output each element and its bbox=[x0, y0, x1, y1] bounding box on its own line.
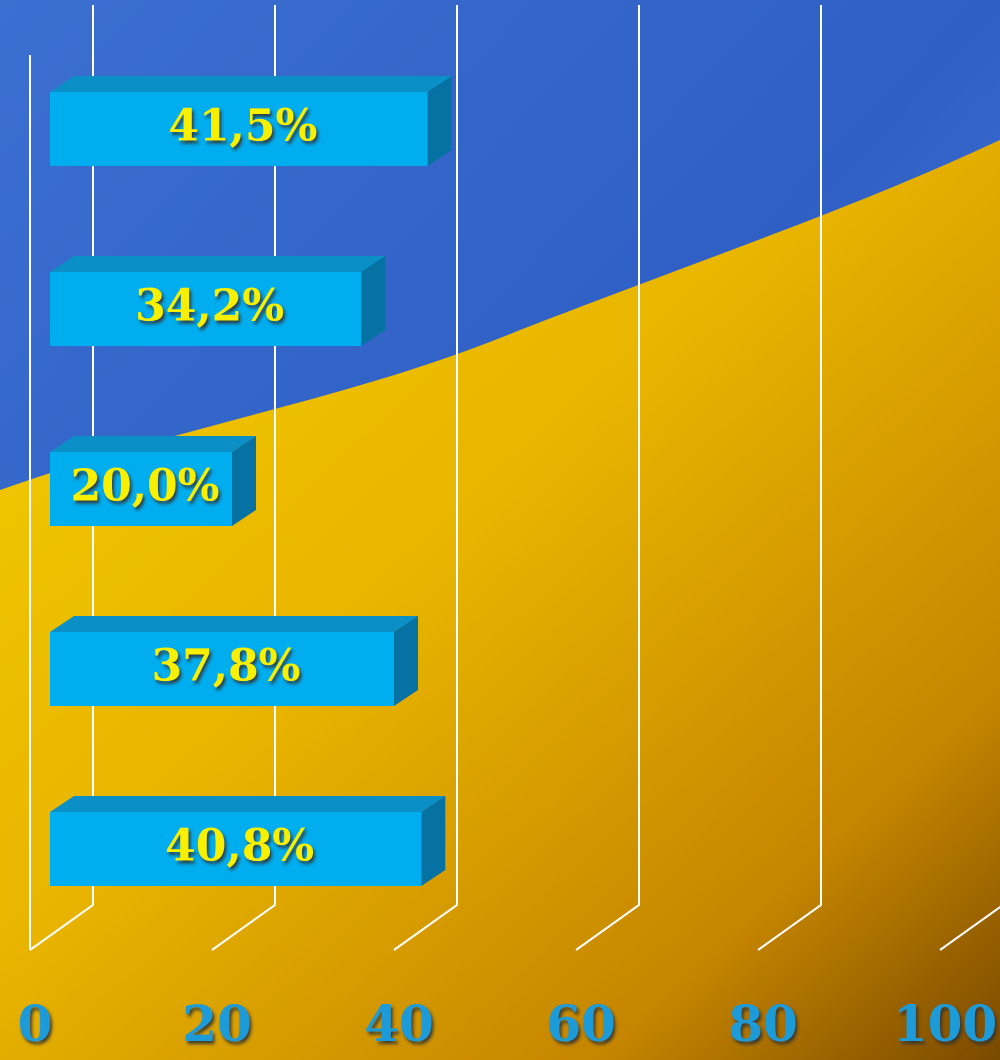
bar-top bbox=[50, 796, 445, 812]
value-label: 20,0% bbox=[71, 461, 220, 512]
x-tick-label: 100 bbox=[893, 994, 997, 1053]
bar-top bbox=[50, 256, 385, 272]
value-label: 34,2% bbox=[135, 281, 284, 332]
value-label: 41,5% bbox=[168, 101, 317, 152]
chart: 41,5% 34,2% 20,0% 37,8% 40,8% 0 20 40 60 80 100 bbox=[0, 0, 1000, 1060]
value-label: 40,8% bbox=[165, 821, 314, 872]
bar-top bbox=[50, 436, 256, 452]
x-tick-label: 0 bbox=[18, 994, 53, 1053]
x-tick-label: 40 bbox=[364, 994, 434, 1053]
x-tick-label: 80 bbox=[728, 994, 798, 1053]
page: 41,5%34,2%20,0%37,8%40,8% 020406080100 (… bbox=[0, 0, 1000, 1060]
x-tick-label: 60 bbox=[546, 994, 616, 1053]
bar-top bbox=[50, 76, 452, 92]
x-tick-label: 20 bbox=[182, 994, 252, 1053]
value-label: 37,8% bbox=[151, 641, 300, 692]
bar-top bbox=[50, 616, 418, 632]
